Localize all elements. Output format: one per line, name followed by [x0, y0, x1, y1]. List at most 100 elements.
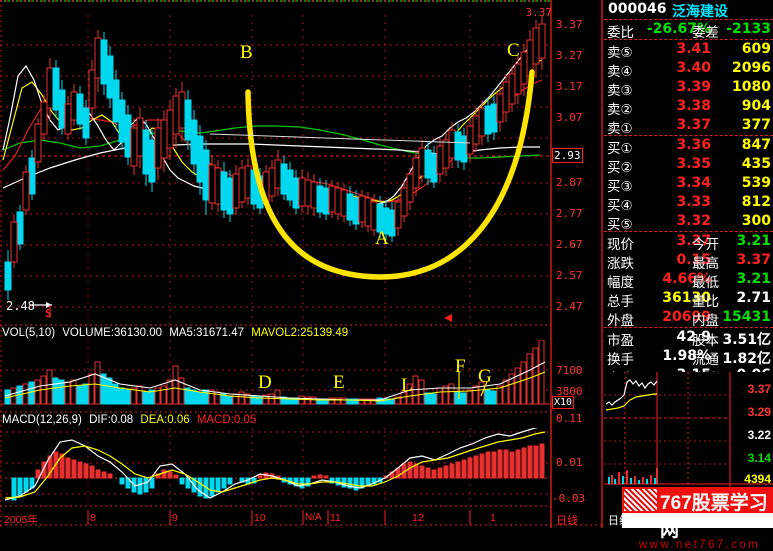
ask-row-2[interactable]: 卖② 3.38 904 — [604, 97, 773, 118]
divider-book — [604, 135, 773, 136]
neckline — [209, 133, 471, 144]
rounded-bottom-annotation-arc — [245, 69, 535, 280]
ask-qty-3: 1080 — [732, 79, 771, 95]
bid-label-2: 买② — [607, 160, 633, 176]
annotation-F: F — [455, 356, 466, 377]
period-label[interactable]: 日线 — [556, 515, 578, 527]
ask-row-4[interactable]: 卖④ 3.40 2096 — [604, 59, 773, 80]
macd-value: MACD:0.05 — [196, 414, 257, 426]
vol-mavol2: MAVOL2:25139.49 — [251, 327, 349, 339]
date-label-3: 10 — [254, 512, 266, 524]
ask-label-5: 卖⑤ — [607, 45, 633, 61]
bid-price-3: 3.34 — [676, 175, 711, 191]
annotation-L: L — [401, 375, 413, 396]
divider-stats — [604, 327, 773, 328]
stock-name: 泛海建设 — [672, 4, 728, 20]
date-label-na: N/A — [305, 512, 322, 523]
macd-param: MACD(12,26,9) — [2, 414, 82, 426]
pe-label: 市盈 — [607, 333, 634, 349]
low-value: 3.21 — [736, 271, 771, 287]
bid-price-1: 3.36 — [676, 137, 711, 153]
ask-qty-4: 2096 — [732, 60, 771, 76]
bid-row-5[interactable]: 买⑤ 3.32 300 — [604, 212, 773, 233]
vol-ma5: MA5:31671.47 — [169, 327, 245, 339]
change-value: 0.15 — [676, 252, 711, 268]
stat-row-change: 涨跌 0.15 最高 3.37 — [604, 251, 773, 272]
price-tick-highlight: 2.93 — [552, 148, 583, 163]
float-value: 1.82亿 — [722, 351, 771, 367]
diff-value: -2133 — [726, 21, 771, 37]
bid-qty-2: 435 — [741, 156, 771, 172]
price-tick-6: 2.77 — [556, 207, 583, 220]
amplitude-label: 幅度 — [607, 275, 634, 291]
bid-row-2[interactable]: 买② 3.35 435 — [604, 155, 773, 176]
bid-row-3[interactable]: 买③ 3.34 539 — [604, 174, 773, 195]
date-label-1: 8 — [90, 512, 96, 524]
change-label: 涨跌 — [607, 256, 634, 272]
macd-tick-1: 0.01 — [556, 456, 583, 469]
divider-title — [604, 19, 773, 20]
ask-qty-5: 609 — [741, 41, 771, 57]
bid-row-4[interactable]: 买④ 3.33 812 — [604, 193, 773, 214]
quote-panel[interactable]: 000046 泛海建设 委比 -26.67% 委差 -2133 卖⑤ 3.41 … — [604, 0, 773, 528]
date-label-4: 11 — [330, 512, 341, 524]
inner-volume-value: 15431 — [722, 309, 771, 325]
pe-value: 42.9 — [676, 329, 711, 345]
fundamental-row-pe: 市盈 42.9 股本 3.51亿 — [604, 328, 773, 349]
macd-tick-2: -0.03 — [552, 492, 586, 505]
mini-price-tick-3: 3.14 — [747, 451, 771, 465]
ask-row-1[interactable]: 卖① 3.37 377 — [604, 116, 773, 137]
ask-row-5[interactable]: 卖⑤ 3.41 609 — [604, 40, 773, 61]
macd-dif: DIF:0.08 — [89, 414, 134, 426]
ask-qty-2: 904 — [741, 98, 771, 114]
open-value: 3.21 — [736, 233, 771, 249]
watermark-url: www.net767.com — [638, 539, 761, 551]
volume-tick-1: 3800 — [556, 385, 583, 398]
bid-label-3: 买③ — [607, 179, 633, 195]
date-label-0: 2005年 — [4, 514, 38, 526]
date-label-5: 12 — [412, 512, 424, 524]
price-tick-1: 3.27 — [556, 49, 583, 62]
price-tick-8: 2.57 — [556, 269, 583, 282]
date-label-2: 9 — [172, 512, 178, 524]
bid-row-1[interactable]: 买① 3.36 847 — [604, 136, 773, 157]
bid-price-5: 3.32 — [676, 213, 711, 229]
ask-price-2: 3.38 — [676, 98, 711, 114]
vol-value: VOLUME:36130.00 — [62, 327, 162, 339]
macd-indicator-header: MACD(12,26,9) DIF:0.08 DEA:0.06 MACD:0.0… — [2, 414, 260, 427]
low-point-marker — [30, 302, 52, 318]
fundamental-row-turnover: 换手 1.98% 流通 1.82亿 — [604, 347, 773, 368]
ask-price-4: 3.40 — [676, 60, 711, 76]
ask-price-5: 3.41 — [676, 41, 711, 57]
kline-chart-area[interactable]: 泛海建设(日线) MA2(5,10,20,60,120,250) MA5:3.2… — [0, 0, 604, 528]
divider-bids — [604, 231, 773, 232]
shares-label: 股本 — [692, 333, 719, 349]
price-tick-2: 3.17 — [556, 80, 583, 93]
annotation-C: C — [507, 40, 520, 61]
low-label: 最低 — [692, 275, 719, 291]
stat-row-current-price: 现价 3.37 今开 3.21 — [604, 232, 773, 253]
inner-volume-label: 内盘 — [692, 313, 719, 329]
annotation-D: D — [258, 372, 272, 393]
turnover-label: 换手 — [607, 352, 634, 368]
float-label: 流通 — [692, 352, 719, 368]
bid-price-4: 3.33 — [676, 194, 711, 210]
bid-label-1: 买① — [607, 141, 633, 157]
ask-label-2: 卖② — [607, 102, 633, 118]
volume-tick-0: 7100 — [556, 364, 583, 377]
macd-tick-0: 0.11 — [556, 412, 583, 425]
ask-row-3[interactable]: 卖③ 3.39 1080 — [604, 78, 773, 99]
watermark-url-bar: www.net767.com — [622, 513, 773, 551]
high-label: 最高 — [692, 256, 719, 272]
watermark-logo-icon — [624, 489, 657, 511]
bid-label-4: 买④ — [607, 198, 633, 214]
annotation-A: A — [375, 228, 389, 249]
ratio-label: 委比 — [607, 25, 634, 41]
price-tick-7: 2.67 — [556, 238, 583, 251]
price-last-label: 3.37 — [525, 6, 553, 19]
high-value: 3.37 — [736, 252, 771, 268]
ask-qty-1: 377 — [741, 117, 771, 133]
volume-ratio-value: 2.71 — [736, 290, 771, 306]
ask-label-3: 卖③ — [607, 83, 633, 99]
annotation-E: E — [333, 372, 345, 393]
